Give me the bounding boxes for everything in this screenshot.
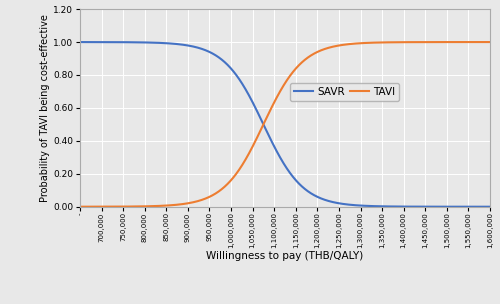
- TAVI: [98, 205, 104, 209]
- X-axis label: Willingness to pay (THB/QALY): Willingness to pay (THB/QALY): [206, 251, 364, 261]
- TAVI: [276, 91, 282, 95]
- SAVR: [475, 205, 481, 209]
- Legend: SAVR, TAVI: SAVR, TAVI: [290, 83, 399, 101]
- Y-axis label: Probability of TAVI being cost-effective: Probability of TAVI being cost-effective: [40, 14, 50, 202]
- TAVI: [77, 205, 83, 209]
- SAVR: [487, 205, 493, 209]
- Line: TAVI: TAVI: [80, 42, 490, 207]
- SAVR: [266, 133, 272, 137]
- SAVR: [77, 40, 83, 44]
- TAVI: [266, 112, 272, 116]
- TAVI: [475, 40, 481, 44]
- SAVR: [98, 40, 104, 44]
- SAVR: [276, 154, 282, 158]
- SAVR: [400, 205, 406, 209]
- SAVR: [475, 205, 481, 209]
- TAVI: [487, 40, 493, 44]
- Line: SAVR: SAVR: [80, 42, 490, 207]
- TAVI: [400, 40, 406, 44]
- TAVI: [475, 40, 481, 44]
